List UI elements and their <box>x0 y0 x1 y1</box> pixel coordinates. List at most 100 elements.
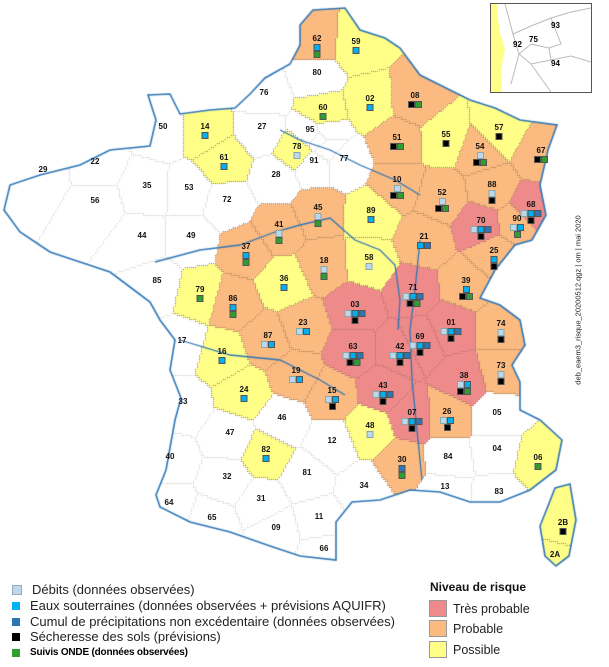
indicator-row <box>408 425 416 432</box>
secheresse-indicator-icon <box>435 205 442 212</box>
legend-debits: Débits (données observées) <box>12 582 195 597</box>
debits-indicator-icon <box>470 226 478 233</box>
department-label-83: 83 <box>494 487 504 496</box>
department-label-82: 82 <box>261 445 271 454</box>
indicator-row <box>296 328 310 335</box>
secheresse-indicator-icon <box>447 335 455 342</box>
indicator-markers-15 <box>325 396 339 410</box>
indicator-row <box>402 293 424 300</box>
indicator-markers-08 <box>408 101 422 108</box>
department-label-40: 40 <box>165 452 175 461</box>
department-label-12: 12 <box>327 436 337 445</box>
indicator-row <box>396 359 404 366</box>
indicator-row <box>398 465 406 472</box>
indicator-markers-71 <box>402 293 424 307</box>
secheresse-indicator-icon <box>473 159 480 166</box>
legend-onde: Suivis ONDE (données observées) <box>12 647 188 658</box>
secheresse-indicator-icon <box>497 378 505 385</box>
department-label-28: 28 <box>271 170 281 179</box>
eaux-indicator-icon <box>229 304 237 311</box>
debits-indicator-icon <box>293 152 301 159</box>
onde-indicator-icon <box>541 156 548 163</box>
indicator-markers-07 <box>401 418 423 432</box>
indicator-row <box>261 341 275 348</box>
eaux-indicator-icon <box>201 132 209 139</box>
department-label-61: 61 <box>219 153 229 162</box>
risk-legend-title: Niveau de risque <box>430 580 527 594</box>
debits-indicator-icon <box>289 376 296 383</box>
indicator-row <box>490 263 498 270</box>
indicator-markers-52 <box>435 198 449 212</box>
department-label-64: 64 <box>164 498 174 507</box>
secheresse-indicator-icon <box>396 359 404 366</box>
indicator-row <box>513 231 521 238</box>
indicator-row <box>313 51 321 58</box>
eaux-indicator-icon <box>352 47 360 54</box>
indicator-markers-39 <box>459 286 473 300</box>
indicator-markers-19 <box>289 376 303 383</box>
paris-inset-map: 93 92 75 94 <box>490 3 592 93</box>
eaux-indicator-icon <box>527 210 535 217</box>
indicator-row <box>417 242 431 249</box>
department-label-22: 22 <box>90 157 100 166</box>
debits-indicator-icon <box>344 310 352 317</box>
indicator-markers-25 <box>490 256 498 270</box>
department-label-73: 73 <box>496 361 506 370</box>
indicator-markers-23 <box>296 328 310 335</box>
department-label-16: 16 <box>217 347 227 356</box>
department-label-87: 87 <box>263 331 273 340</box>
department-label-56: 56 <box>90 196 100 205</box>
secheresse-indicator-icon <box>442 140 450 147</box>
department-label-53: 53 <box>184 183 194 192</box>
indicator-markers-2B <box>559 528 567 535</box>
indicator-row <box>342 352 364 359</box>
indicator-row <box>520 210 542 217</box>
secheresse-indicator-icon <box>379 398 387 405</box>
department-label-19: 19 <box>291 366 301 375</box>
cumul-indicator-icon <box>484 226 492 233</box>
eaux-indicator-icon <box>408 418 416 425</box>
indicator-markers-62 <box>313 44 321 58</box>
eaux-indicator-icon <box>240 395 248 402</box>
indicator-row <box>398 472 406 479</box>
department-label-62: 62 <box>312 34 322 43</box>
indicator-row <box>275 237 283 244</box>
secheresse-indicator-icon <box>495 133 503 140</box>
risk-label: Possible <box>453 642 501 657</box>
indicator-markers-06 <box>534 463 542 470</box>
indicator-row <box>365 263 373 270</box>
indicator-row <box>242 252 250 259</box>
indicator-row <box>240 395 248 402</box>
debits-indicator-icon <box>497 329 505 336</box>
secheresse-indicator-icon <box>459 293 466 300</box>
debits-indicator-icon <box>440 328 448 335</box>
onde-indicator-icon <box>313 51 321 58</box>
department-label-39: 39 <box>461 276 471 285</box>
indicator-row <box>328 403 336 410</box>
department-label-74: 74 <box>496 319 506 328</box>
indicator-row <box>220 163 228 170</box>
department-label-48: 48 <box>365 421 375 430</box>
onde-indicator-icon <box>513 231 521 238</box>
indicator-row <box>319 113 327 120</box>
indicator-row <box>320 266 328 273</box>
department-label-2A: 2A <box>549 550 561 559</box>
cumul-indicator-icon <box>415 418 423 425</box>
department-label-70: 70 <box>476 216 486 225</box>
secheresse-indicator-icon <box>527 217 535 224</box>
indicator-row <box>442 140 450 147</box>
inset-boundaries <box>504 4 591 92</box>
swatch <box>429 620 447 637</box>
debits-indicator-icon <box>409 342 417 349</box>
indicator-row <box>320 273 328 280</box>
eaux-indicator-icon <box>280 284 288 291</box>
indicator-row <box>510 224 524 231</box>
onde-indicator-icon <box>320 273 328 280</box>
indicator-row <box>457 388 471 395</box>
eaux-indicator-icon <box>262 455 270 462</box>
department-label-34: 34 <box>359 481 369 490</box>
department-label-55: 55 <box>441 130 451 139</box>
department-label-52: 52 <box>437 188 447 197</box>
department-label-86: 86 <box>228 294 238 303</box>
